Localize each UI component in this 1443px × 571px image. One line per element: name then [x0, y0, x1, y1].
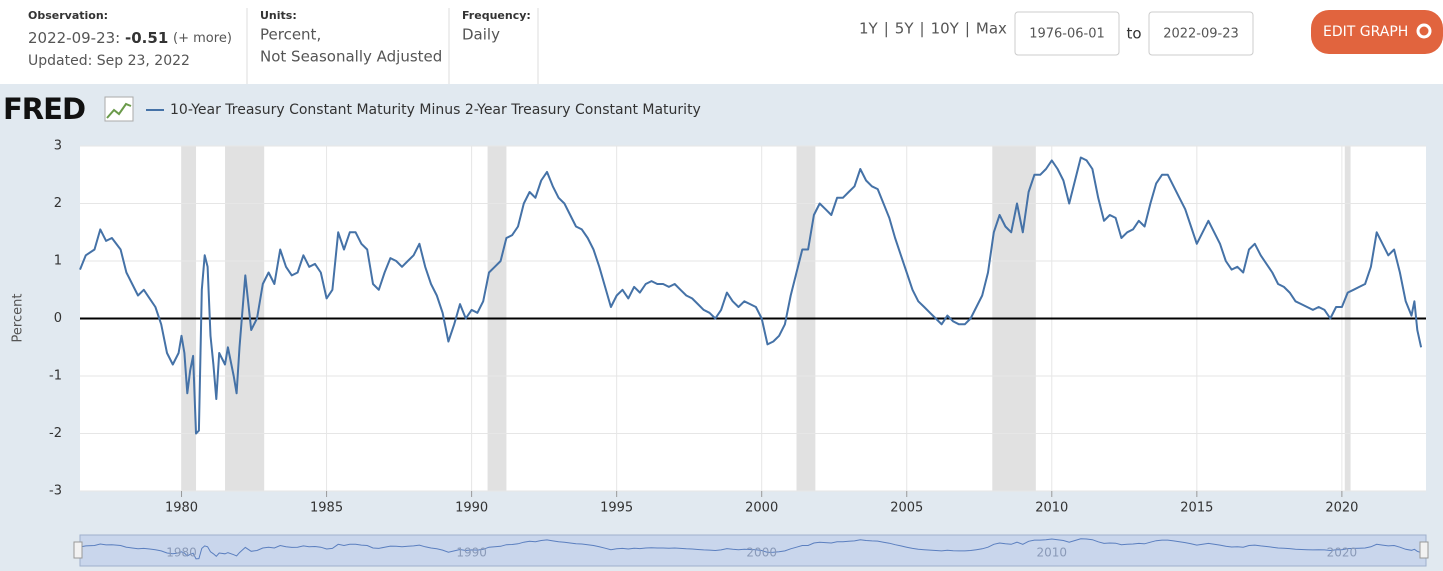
navigator[interactable] — [79, 534, 1427, 567]
edit-text: EDIT GRAPH — [1323, 24, 1408, 40]
logo-icon — [106, 102, 132, 119]
y-tick-label: -3 — [49, 484, 62, 499]
x-tick-label: 1990 — [455, 501, 488, 516]
date-input[interactable] — [1014, 11, 1120, 56]
y-tick-label: -2 — [49, 426, 62, 441]
obs-date: 2022-09-23: -0.51 (+ more) — [28, 29, 232, 47]
y-tick-label: 3 — [54, 139, 62, 154]
x-tick-label: 2020 — [1325, 501, 1358, 516]
units: Percent, — [260, 26, 321, 44]
range-button[interactable]: 10Y — [931, 20, 960, 38]
label: Units: — [260, 9, 297, 22]
x-tick-label: 1985 — [310, 501, 343, 516]
x-tick-label: 1995 — [600, 501, 633, 516]
to: to — [1126, 25, 1141, 43]
navigator-tick-label: 2010 — [1037, 546, 1068, 560]
separator: | — [965, 20, 970, 38]
separator: | — [920, 20, 925, 38]
navigator-handle[interactable] — [73, 541, 83, 559]
end-date: 2022-09-23 — [1163, 27, 1239, 42]
x-tick-label: 2005 — [890, 501, 923, 516]
x-tick-label: 2015 — [1180, 501, 1213, 516]
updated: Updated: Sep 23, 2022 — [28, 53, 190, 69]
navigator-tick-label: 2000 — [746, 546, 777, 560]
navigator-tick-label: 1980 — [166, 546, 197, 560]
start-date: 1976-06-01 — [1029, 27, 1105, 42]
y-tick-label: -1 — [49, 369, 62, 384]
navigator-tick-label: 2020 — [1327, 546, 1358, 560]
date-input[interactable] — [1148, 11, 1254, 56]
units: Not Seasonally Adjusted — [260, 48, 442, 66]
y-tick-label: 1 — [54, 254, 62, 269]
range-button[interactable]: 1Y — [859, 20, 879, 38]
label: Frequency: — [462, 9, 531, 22]
label: Observation: — [28, 9, 108, 22]
y-axis-label: Percent — [11, 294, 26, 343]
series-line — [79, 156, 1423, 435]
legend-label: 10-Year Treasury Constant Maturity Minus… — [170, 102, 701, 118]
x-tick-label: 2010 — [1035, 501, 1068, 516]
y-tick-label: 2 — [54, 196, 62, 211]
navigator-line — [79, 538, 1422, 560]
x-tick-label: 2000 — [745, 501, 778, 516]
gear-icon — [1416, 23, 1432, 39]
navigator-tick-label: 1990 — [456, 546, 487, 560]
frequency: Daily — [462, 26, 500, 44]
edit-button[interactable] — [1311, 10, 1443, 54]
value: -0.51 — [125, 29, 168, 47]
logo-icon — [104, 96, 134, 122]
more[interactable]: (+ more) — [173, 31, 232, 46]
range-button[interactable]: Max — [976, 20, 1007, 38]
range-button[interactable]: 5Y — [895, 20, 915, 38]
separator: | — [884, 20, 889, 38]
logo: FRED — [3, 92, 85, 126]
date: 2022-09-23: — [28, 29, 120, 47]
x-tick-label: 1980 — [165, 501, 198, 516]
range-buttons: 1Y | 5Y | 10Y | Max — [859, 20, 1007, 38]
y-tick-label: 0 — [54, 311, 62, 326]
navigator-handle[interactable] — [1419, 541, 1429, 559]
